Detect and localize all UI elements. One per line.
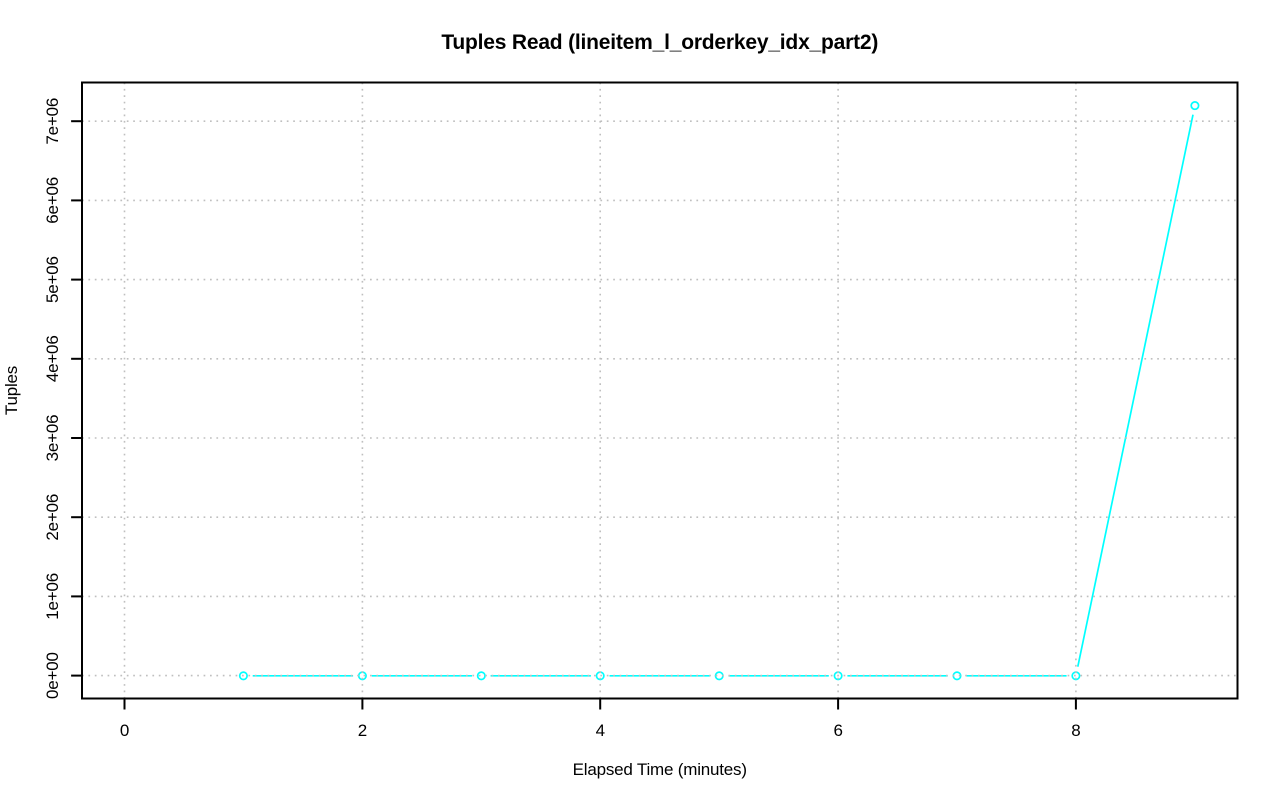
svg-text:5e+06: 5e+06: [43, 256, 62, 303]
svg-text:1e+06: 1e+06: [43, 573, 62, 620]
svg-text:3e+06: 3e+06: [43, 415, 62, 462]
svg-text:Tuples Read (lineitem_l_orderk: Tuples Read (lineitem_l_orderkey_idx_par…: [441, 31, 878, 54]
svg-text:0: 0: [120, 721, 129, 740]
svg-text:Elapsed Time (minutes): Elapsed Time (minutes): [573, 760, 747, 779]
svg-text:0e+00: 0e+00: [43, 652, 62, 699]
svg-text:Tuples: Tuples: [2, 366, 21, 415]
svg-text:8: 8: [1071, 721, 1080, 740]
svg-text:2: 2: [358, 721, 367, 740]
svg-text:6e+06: 6e+06: [43, 177, 62, 224]
svg-text:2e+06: 2e+06: [43, 494, 62, 541]
svg-text:7e+06: 7e+06: [43, 98, 62, 145]
svg-text:6: 6: [833, 721, 842, 740]
svg-text:4e+06: 4e+06: [43, 335, 62, 382]
svg-text:4: 4: [596, 721, 605, 740]
